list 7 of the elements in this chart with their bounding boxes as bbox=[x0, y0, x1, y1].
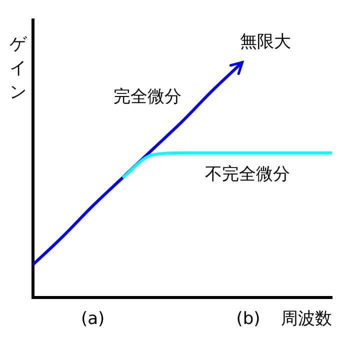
text: (b) bbox=[236, 309, 260, 330]
series-label: 完全微分 bbox=[114, 86, 182, 107]
y-axis-title: ゲイン bbox=[10, 34, 28, 102]
text: 無限大 bbox=[240, 32, 291, 52]
series-label: 不完全微分 bbox=[204, 164, 290, 184]
text: (a) bbox=[80, 309, 105, 330]
x-axis-title: 周波数 bbox=[281, 309, 332, 330]
